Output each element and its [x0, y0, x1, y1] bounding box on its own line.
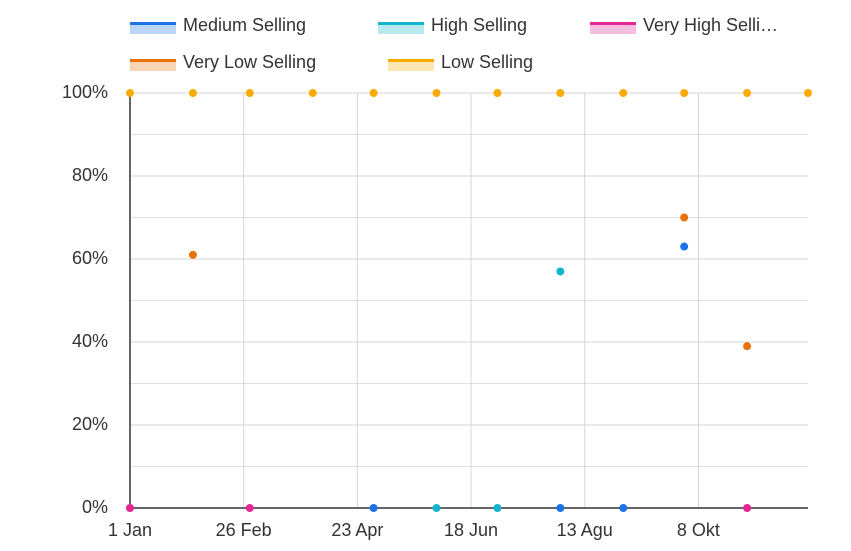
point: [126, 89, 134, 97]
point: [680, 213, 689, 222]
legend-band: [590, 24, 636, 34]
x-tick-label: 23 Apr: [331, 520, 383, 540]
point: [493, 89, 502, 97]
legend-line: [388, 59, 434, 62]
legend-label: Low Selling: [441, 52, 533, 72]
legend-label: Very Low Selling: [183, 52, 316, 72]
point: [369, 89, 378, 97]
x-tick-label: 18 Jun: [444, 520, 498, 540]
point: [743, 342, 752, 351]
y-tick-label: 40%: [72, 331, 108, 351]
point: [188, 89, 197, 97]
x-tick-label: 8 Okt: [677, 520, 720, 540]
point: [245, 89, 254, 97]
point: [369, 504, 378, 512]
point: [743, 89, 752, 97]
point: [619, 89, 628, 97]
legend-label: Very High Selli…: [643, 15, 778, 35]
legend-label: High Selling: [431, 15, 527, 35]
point: [126, 504, 134, 512]
legend-band: [130, 24, 176, 34]
point: [619, 504, 628, 512]
point: [432, 504, 441, 512]
legend-band: [130, 61, 176, 71]
y-tick-label: 0%: [82, 497, 108, 517]
point: [556, 267, 565, 276]
legend-band: [378, 24, 424, 34]
y-tick-label: 80%: [72, 165, 108, 185]
y-tick-label: 20%: [72, 414, 108, 434]
x-tick-label: 1 Jan: [108, 520, 152, 540]
point: [245, 504, 254, 512]
point: [743, 504, 752, 512]
point: [556, 504, 565, 512]
point: [432, 89, 441, 97]
legend-line: [130, 22, 176, 25]
point: [556, 89, 565, 97]
x-tick-label: 26 Feb: [216, 520, 272, 540]
point: [188, 250, 197, 259]
y-tick-label: 60%: [72, 248, 108, 268]
point: [308, 89, 317, 97]
legend-line: [130, 59, 176, 62]
point: [680, 242, 689, 251]
legend-line: [378, 22, 424, 25]
point: [680, 89, 689, 97]
legend-label: Medium Selling: [183, 15, 306, 35]
legend-line: [590, 22, 636, 25]
y-tick-label: 100%: [62, 82, 108, 102]
point: [804, 89, 812, 97]
legend-band: [388, 61, 434, 71]
point: [493, 504, 502, 512]
x-tick-label: 13 Agu: [557, 520, 613, 540]
